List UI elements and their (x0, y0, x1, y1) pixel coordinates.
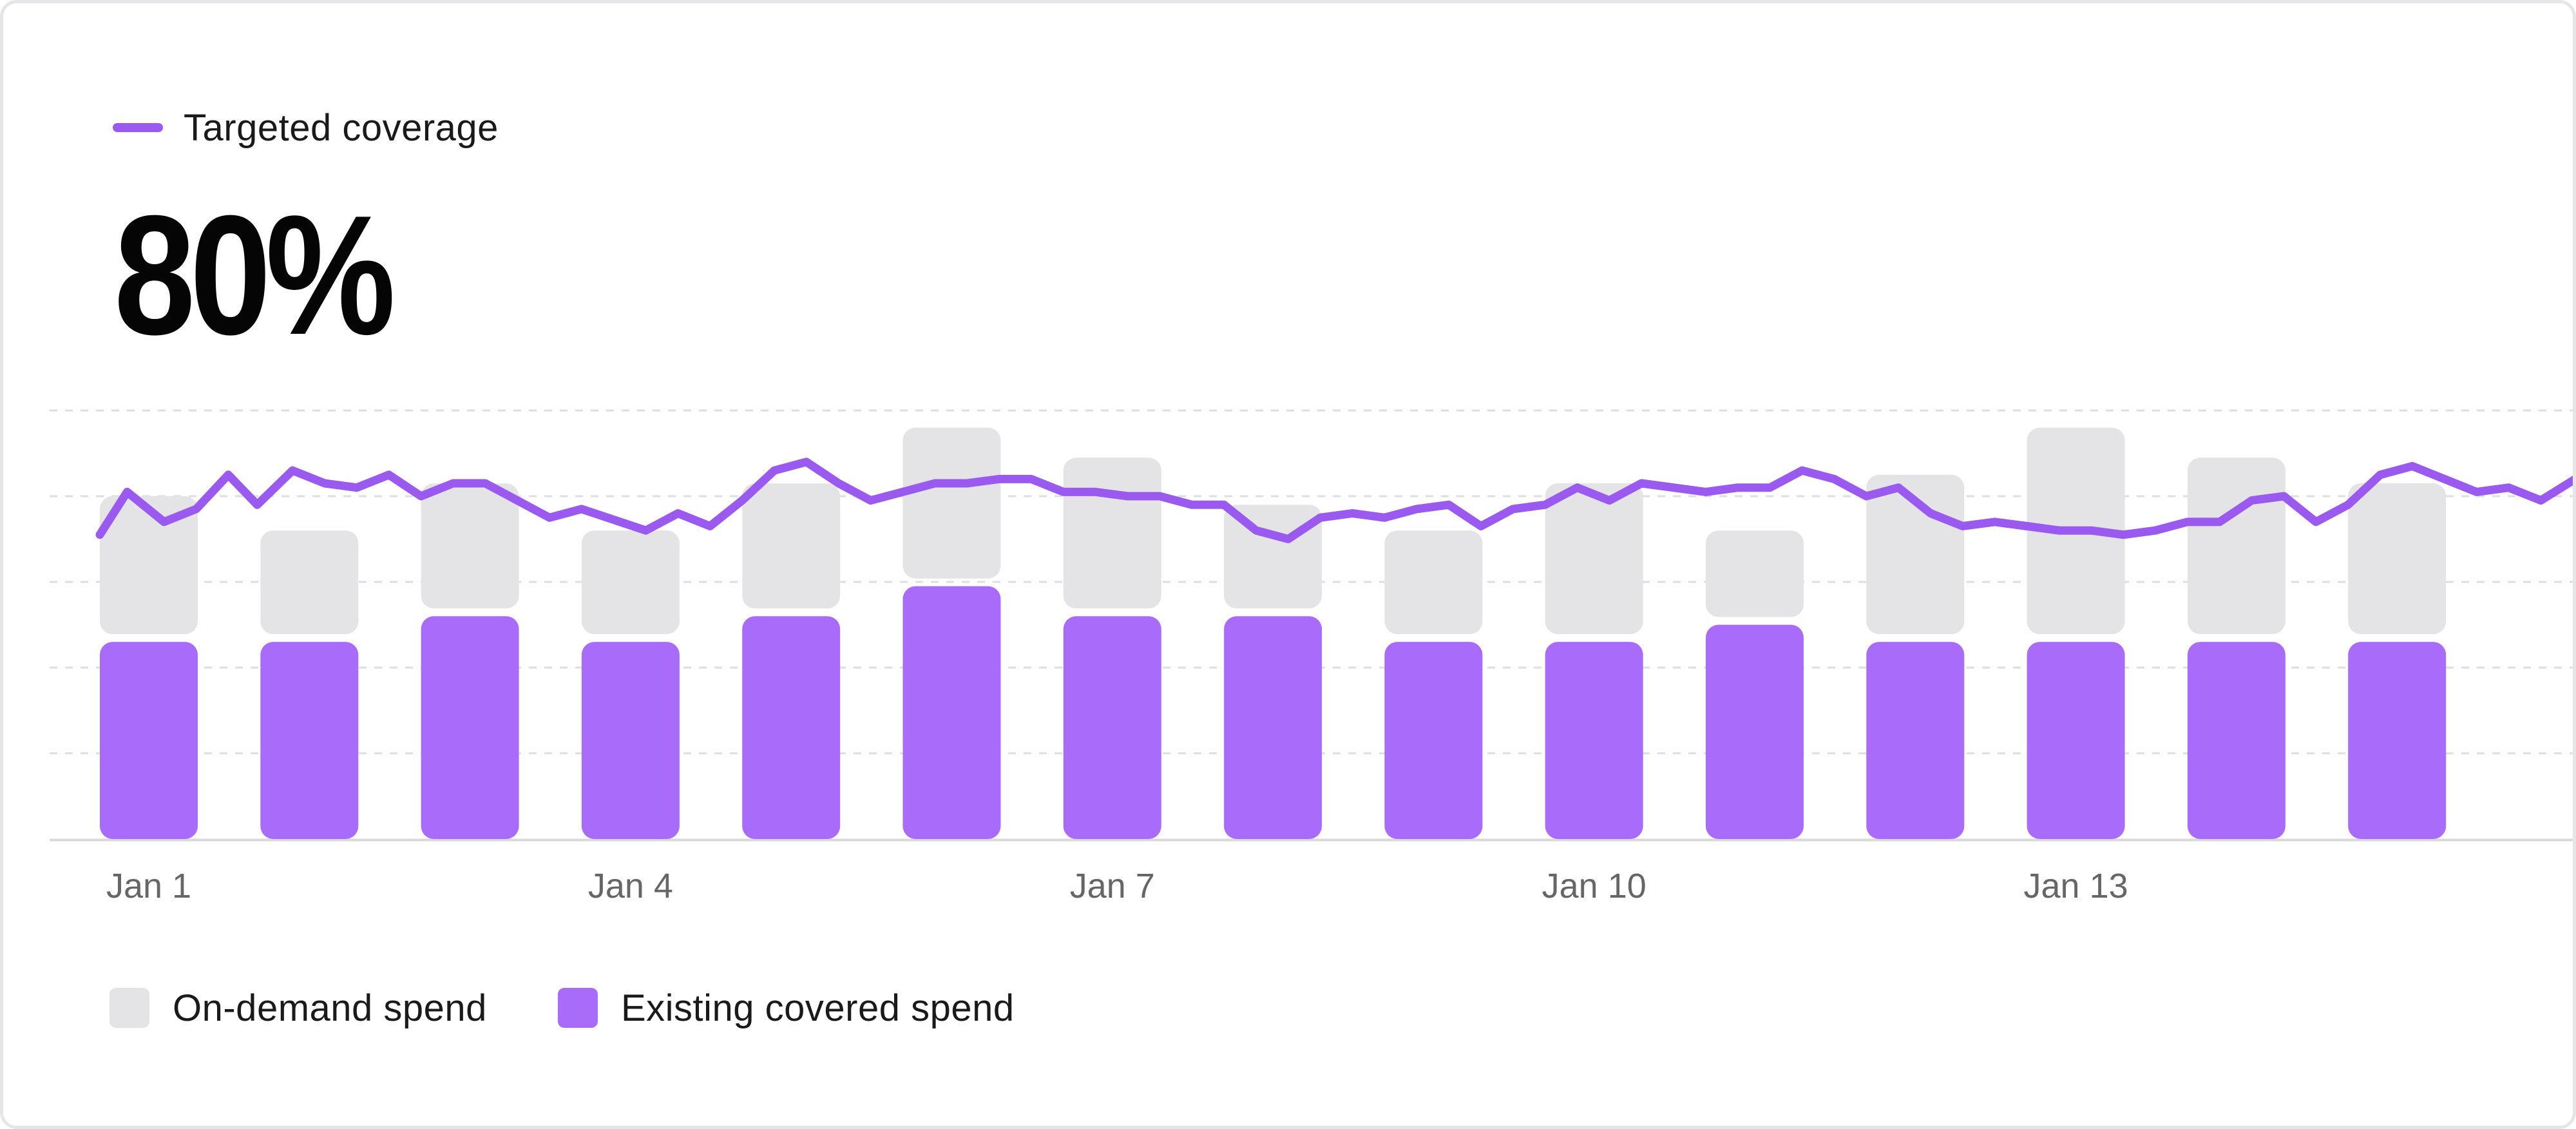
bar-on-demand-spend (2348, 483, 2447, 635)
bars (100, 427, 2447, 839)
coverage-chart: Jan 1 Jan 4 Jan 7 Jan 10 Jan 13 (50, 409, 2573, 905)
bar-on-demand-spend (1545, 483, 1643, 635)
bar-covered-spend (1545, 642, 1643, 839)
bar-on-demand-spend (260, 530, 359, 635)
coverage-line-group (95, 458, 2573, 543)
coverage-value: 80% (114, 180, 396, 370)
bar-covered-spend (2027, 642, 2125, 839)
bar-covered-spend (2348, 642, 2447, 839)
bar-covered-spend (260, 642, 359, 839)
coverage-line (95, 458, 2573, 543)
bar-covered-spend (1866, 642, 1965, 839)
bar-on-demand-spend (742, 483, 841, 609)
line-legend-swatch (113, 123, 163, 132)
bar-on-demand-spend (902, 427, 1001, 579)
legend-item-covered: Existing covered spend (557, 987, 1015, 1030)
x-tick-label: Jan 13 (2024, 867, 2128, 905)
legend-label-on-demand: On-demand spend (173, 987, 487, 1029)
bar-covered-spend (1063, 616, 1161, 839)
bar-covered-spend (421, 616, 519, 839)
bar-on-demand-spend (1706, 530, 1804, 617)
bar-covered-spend (1224, 616, 1322, 839)
x-axis-ticks: Jan 1 Jan 4 Jan 7 Jan 10 Jan 13 (106, 867, 2128, 905)
bar-covered-spend (742, 616, 841, 839)
legend-label-covered: Existing covered spend (620, 987, 1015, 1029)
bar-on-demand-spend (581, 530, 680, 635)
bar-covered-spend (1706, 624, 1804, 839)
bar-on-demand-spend (1063, 458, 1161, 609)
x-tick-label: Jan 10 (1542, 867, 1646, 905)
bar-on-demand-spend (2187, 458, 2285, 634)
line-legend: Targeted coverage (113, 105, 499, 150)
bar-covered-spend (100, 642, 198, 839)
line-legend-label: Targeted coverage (184, 106, 499, 149)
covered-swatch (557, 988, 598, 1028)
bar-on-demand-spend (421, 483, 519, 609)
bar-on-demand-spend (1384, 530, 1483, 635)
bar-covered-spend (581, 642, 680, 839)
x-tick-label: Jan 4 (588, 867, 673, 905)
x-tick-label: Jan 7 (1070, 867, 1155, 905)
bar-covered-spend (1384, 642, 1483, 839)
bar-on-demand-spend (100, 496, 198, 635)
bar-covered-spend (2187, 642, 2285, 839)
bar-legend: On-demand spend Existing covered spend (110, 985, 1085, 1030)
legend-item-on-demand: On-demand spend (110, 987, 487, 1030)
on-demand-swatch (110, 988, 149, 1028)
bar-covered-spend (902, 586, 1001, 839)
x-tick-label: Jan 1 (106, 867, 191, 905)
